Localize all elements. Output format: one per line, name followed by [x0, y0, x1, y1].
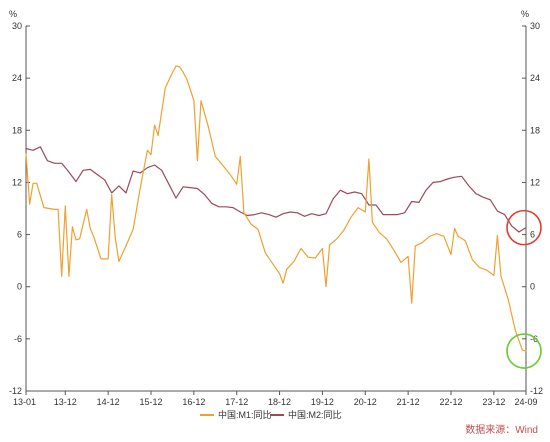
x-tick-label: 22-12 — [439, 397, 462, 407]
x-tick-label: 14-12 — [97, 397, 120, 407]
y-tick-label-left: 24 — [12, 73, 22, 83]
y-tick-label-right: 12 — [530, 177, 540, 187]
series-line-m1 — [25, 65, 527, 352]
y-tick-label-left: 0 — [17, 282, 22, 292]
x-tick-label: 13-12 — [54, 397, 77, 407]
y-tick-label-right: 0 — [530, 282, 535, 292]
source-note: 数据来源：Wind — [465, 423, 538, 436]
series-line-m2 — [25, 146, 527, 233]
x-tick-label: 23-12 — [482, 397, 505, 407]
y-tick-label-left: 12 — [12, 177, 22, 187]
y-tick-label-left: 6 — [17, 230, 22, 240]
legend: 中国:M1:同比 中国:M2:同比 — [200, 409, 342, 420]
y-tick-label-right: 6 — [530, 230, 535, 240]
y-tick-label-right: -6 — [530, 334, 538, 344]
legend-label: 中国:M1:同比 — [218, 409, 272, 420]
x-tick-label: 19-12 — [311, 397, 334, 407]
y-tick-label-left: -12 — [9, 386, 22, 396]
left-unit-label: % — [9, 9, 17, 19]
x-tick-label: 17-12 — [225, 397, 248, 407]
x-tick-label: 16-12 — [182, 397, 205, 407]
y-tick-label-left: 18 — [12, 125, 22, 135]
x-tick-label: 21-12 — [397, 397, 420, 407]
m1-highlight-circle — [506, 333, 542, 369]
y-tick-label-right: 30 — [530, 21, 540, 31]
x-tick-label: 18-12 — [268, 397, 291, 407]
m2-highlight-circle — [506, 209, 542, 246]
right-unit-label: % — [521, 9, 529, 19]
x-tick-label: 20-12 — [354, 397, 377, 407]
y-tick-label-right: -12 — [530, 386, 543, 396]
x-tick-label: 15-12 — [139, 397, 162, 407]
y-tick-label-left: 30 — [12, 21, 22, 31]
y-tick-label-right: 18 — [530, 125, 540, 135]
x-tick-label: 24-09 — [514, 397, 537, 407]
x-tick-label: 13-01 — [13, 397, 36, 407]
legend-label: 中国:M2:同比 — [288, 409, 342, 420]
y-tick-label-left: -6 — [14, 334, 22, 344]
y-tick-label-right: 24 — [530, 73, 540, 83]
